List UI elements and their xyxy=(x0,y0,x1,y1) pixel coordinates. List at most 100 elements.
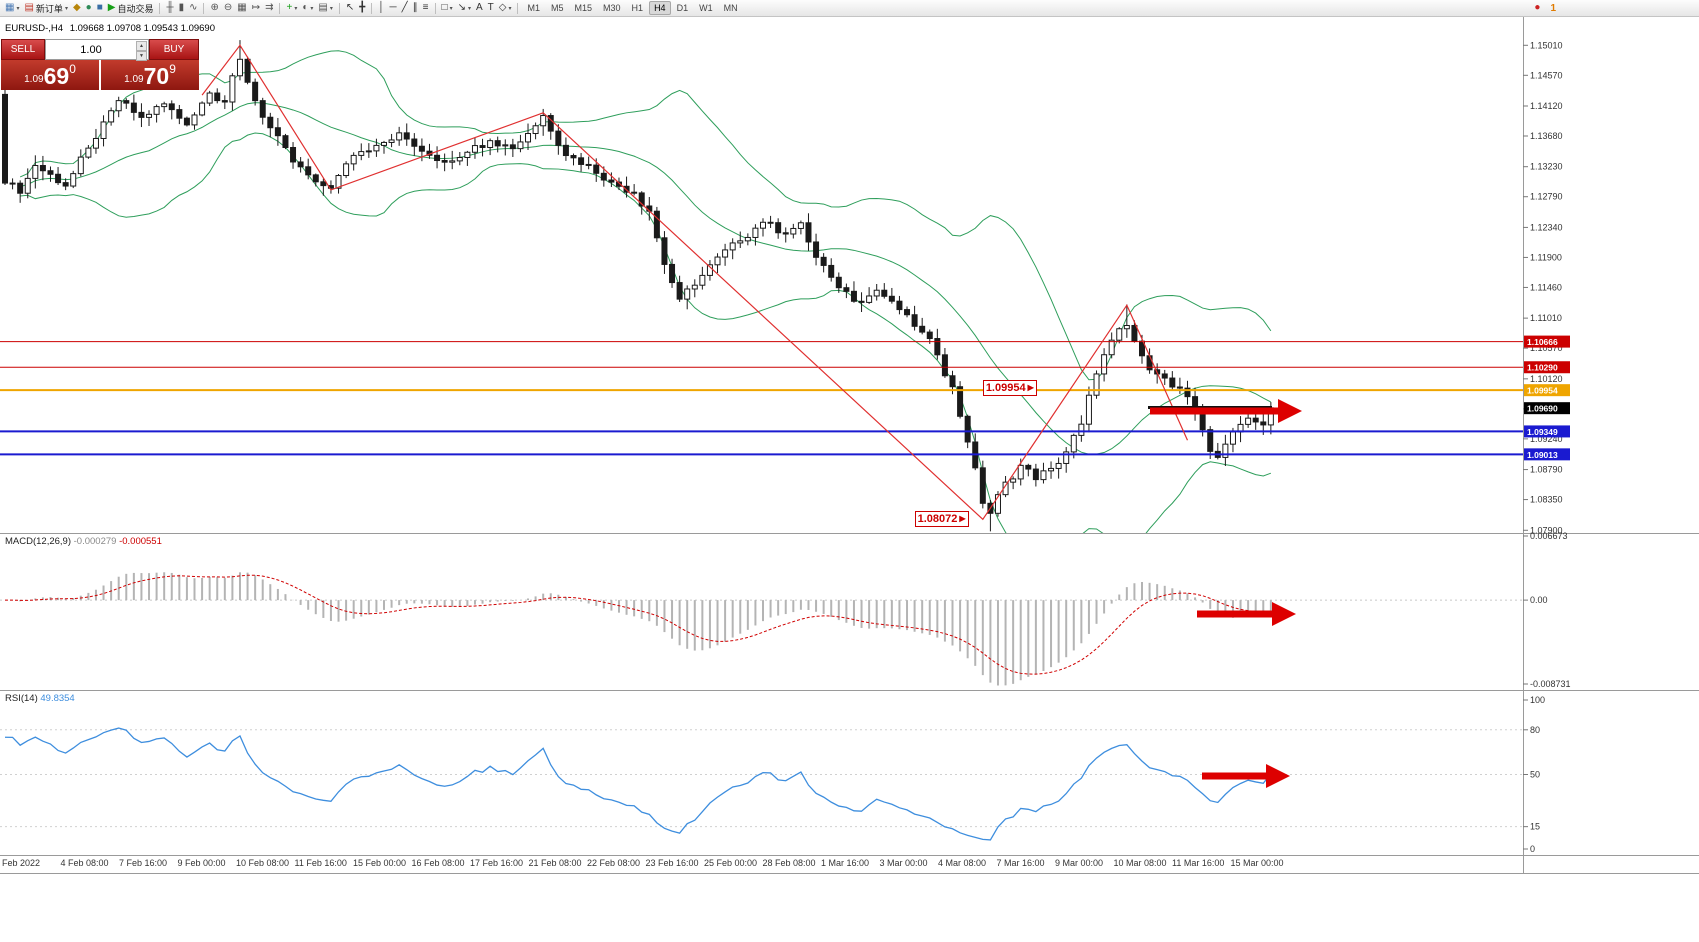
toolbar-separator xyxy=(338,2,340,14)
svg-text:7 Mar 16:00: 7 Mar 16:00 xyxy=(997,858,1045,868)
svg-text:15 Feb 00:00: 15 Feb 00:00 xyxy=(353,858,406,868)
svg-text:4 Feb 08:00: 4 Feb 08:00 xyxy=(61,858,109,868)
auto-scroll-icon[interactable]: ↦ xyxy=(250,1,262,16)
svg-text:1.13230: 1.13230 xyxy=(1530,162,1563,172)
svg-text:16 Feb 08:00: 16 Feb 08:00 xyxy=(412,858,465,868)
new-order-button: ▤ xyxy=(24,2,34,13)
zoom-out-icon[interactable]: ⊖ xyxy=(222,1,234,16)
connection-status-icon[interactable]: ● xyxy=(1534,2,1541,13)
terminal-icon: ■ xyxy=(96,2,103,13)
svg-text:1.14120: 1.14120 xyxy=(1530,101,1563,111)
channel-icon[interactable]: ∥ xyxy=(411,1,420,16)
fibonacci-icon[interactable]: ≡ xyxy=(421,1,431,16)
cursor-icon[interactable]: ↖ xyxy=(344,1,356,16)
red-arrow-head[interactable] xyxy=(1266,764,1290,788)
timeframe-button-m30[interactable]: M30 xyxy=(603,3,621,13)
chart-shift-icon[interactable]: ⇉ xyxy=(263,1,275,16)
text-tool-icon[interactable]: A xyxy=(474,1,485,16)
annotation-text: 1.09954 xyxy=(985,381,1026,394)
templates-icon[interactable]: ▤ ▾ xyxy=(316,1,334,16)
price-annotation[interactable]: 1.09954 ▶ xyxy=(982,379,1037,396)
volume-stepper[interactable]: ▲ ▼ xyxy=(136,41,147,61)
timeframe-button-h1[interactable]: H1 xyxy=(631,3,644,13)
volume-input[interactable]: 1.00 ▲ ▼ xyxy=(45,39,149,61)
line-chart-icon: ∿ xyxy=(189,2,198,13)
svg-text:11 Mar 16:00: 11 Mar 16:00 xyxy=(1172,858,1224,868)
crosshair-icon: ╋ xyxy=(359,2,366,13)
svg-text:1 Mar 16:00: 1 Mar 16:00 xyxy=(821,858,869,868)
svg-text:1.07900: 1.07900 xyxy=(1530,525,1563,535)
svg-text:15: 15 xyxy=(1530,822,1540,832)
bid-pip-digit: 0 xyxy=(69,62,76,76)
caret-down-icon: ▾ xyxy=(64,5,68,12)
volume-down-icon[interactable]: ▼ xyxy=(136,51,147,61)
trend-arrows[interactable] xyxy=(1150,399,1302,788)
label-tool-icon[interactable]: T xyxy=(486,1,496,16)
sell-button[interactable]: SELL xyxy=(1,39,45,60)
shapes-icon[interactable]: □ ▾ xyxy=(440,1,455,16)
volume-value[interactable]: 1.00 xyxy=(80,43,102,56)
svg-text:1.11900: 1.11900 xyxy=(1530,252,1562,262)
trendline-icon[interactable]: ╱ xyxy=(400,1,410,16)
toolbar-right-group: ● 1 xyxy=(1534,3,1556,14)
bid-prefix: 1.09 xyxy=(24,74,44,85)
red-arrow-head[interactable] xyxy=(1278,399,1302,423)
bollinger-bands xyxy=(19,50,1272,533)
toolbar-separator xyxy=(517,2,519,14)
timeframe-button-d1[interactable]: D1 xyxy=(676,3,689,13)
terminal-icon[interactable]: ■ xyxy=(95,1,105,16)
zoom-in-icon[interactable]: ⊕ xyxy=(208,1,220,16)
market-watch-icon[interactable]: ● xyxy=(84,1,94,16)
svg-text:1.08350: 1.08350 xyxy=(1530,495,1563,505)
timeframe-button-m1[interactable]: M1 xyxy=(527,3,540,13)
horizontal-levels[interactable] xyxy=(0,341,1523,456)
zigzag-trendline[interactable] xyxy=(201,44,1189,521)
zoom-in-icon: ⊕ xyxy=(210,2,219,13)
svg-text:4 Mar 08:00: 4 Mar 08:00 xyxy=(938,858,986,868)
bar-chart-icon[interactable]: ╫ xyxy=(164,1,175,16)
cycle-lines-icon[interactable]: ◇ ▾ xyxy=(497,1,514,16)
tile-windows-icon: ▦ xyxy=(237,2,247,13)
price-tag xyxy=(1524,448,1570,461)
price-annotation[interactable]: 1.08072 ▶ xyxy=(914,510,969,527)
red-arrow-head[interactable] xyxy=(1272,602,1296,626)
timeframe-button-h4[interactable]: H4 xyxy=(649,1,671,15)
volume-up-icon[interactable]: ▲ xyxy=(136,41,147,51)
svg-text:1.12340: 1.12340 xyxy=(1530,222,1563,232)
crosshair-icon[interactable]: ╋ xyxy=(357,1,367,16)
navigator-icon[interactable]: ◆ xyxy=(71,1,83,16)
time-axis[interactable]: Feb 2022 4 Feb 08:00 7 Feb 16:00 9 Feb 00:0… xyxy=(2,858,1284,868)
caret-down-icon: ▾ xyxy=(16,5,20,12)
caret-down-icon: ▾ xyxy=(310,5,314,12)
timeframe-button-w1[interactable]: W1 xyxy=(699,3,713,13)
label-tool-icon: T xyxy=(487,2,494,13)
candlestick-chart-icon[interactable]: ▮ xyxy=(177,1,187,16)
bid-price-button[interactable]: 1.09 69 0 xyxy=(1,60,99,90)
svg-text:1.10120: 1.10120 xyxy=(1530,374,1563,384)
svg-text:15 Mar 00:00: 15 Mar 00:00 xyxy=(1231,858,1284,868)
ask-price-button[interactable]: 1.09 70 9 xyxy=(101,60,199,90)
timeframe-button-m15[interactable]: M15 xyxy=(574,3,593,13)
arrows-tool-icon[interactable]: ↘ ▾ xyxy=(456,1,473,16)
timeframe-button-m5[interactable]: M5 xyxy=(551,3,564,13)
indicators-icon[interactable]: + ▾ xyxy=(284,1,299,16)
buy-button[interactable]: BUY xyxy=(149,39,199,60)
timeframe-button-mn[interactable]: MN xyxy=(723,3,738,13)
caret-down-icon: ▾ xyxy=(329,5,333,12)
notification-count[interactable]: 1 xyxy=(1550,2,1556,14)
new-order-button[interactable]: ▤ 新订单 ▾ xyxy=(22,1,69,16)
periods-icon[interactable]: ◐ ▾ xyxy=(300,1,315,16)
line-chart-icon[interactable]: ∿ xyxy=(187,1,199,16)
price-scale[interactable]: 1.15010 1.14570 1.14120 1.13680 1.13230 1.127… xyxy=(1523,40,1571,854)
horizontal-line-icon[interactable]: ─ xyxy=(388,1,399,16)
shapes-icon: □ xyxy=(441,2,448,13)
chart-window-icon: ▦ xyxy=(5,2,15,13)
tile-windows-icon[interactable]: ▦ xyxy=(235,1,248,16)
vertical-line-icon[interactable]: │ xyxy=(376,1,386,16)
macd-label: MACD(12,26,9) -0.000279 -0.000551 xyxy=(5,536,162,547)
svg-text:10 Feb 08:00: 10 Feb 08:00 xyxy=(236,858,289,868)
chart-window-icon[interactable]: ▦ ▾ xyxy=(3,1,21,16)
autotrade-button[interactable]: ▶ 自动交易 xyxy=(106,1,156,16)
price-tag xyxy=(1524,425,1570,438)
